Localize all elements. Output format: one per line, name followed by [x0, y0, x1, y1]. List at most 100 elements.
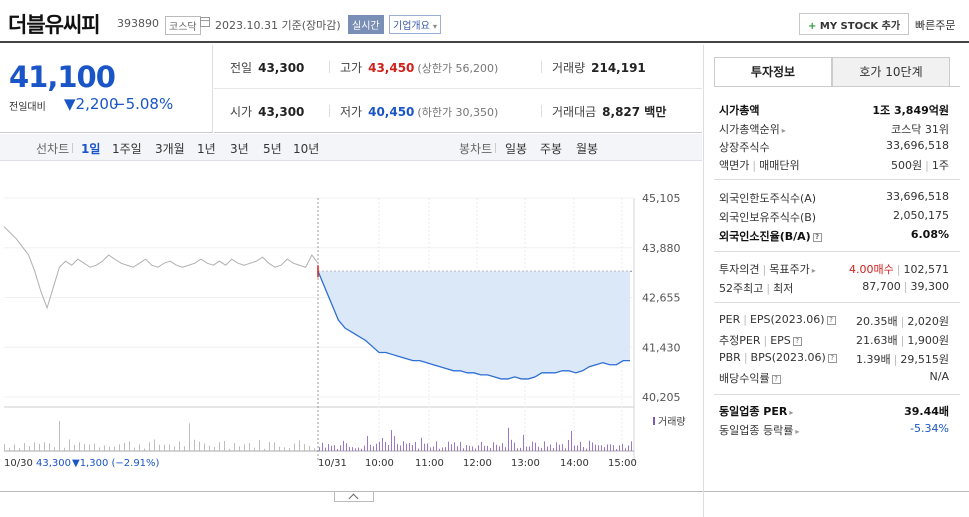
chevron-right-icon: ▸	[811, 266, 816, 275]
volume-bar	[199, 441, 200, 451]
calendar-icon	[200, 17, 210, 27]
help-icon[interactable]: ?	[827, 354, 837, 363]
company-overview-dropdown[interactable]: 기업개요 ▾	[389, 15, 442, 34]
est-eps-value: 1,900원	[907, 334, 949, 347]
volume-bar	[532, 441, 533, 451]
realtime-button[interactable]: 실시간	[348, 15, 384, 34]
volume-bar	[289, 448, 290, 451]
volume-bar	[523, 434, 524, 451]
volume-bar	[595, 444, 596, 451]
volume-bar	[430, 447, 431, 451]
tab-10y[interactable]: 10년	[293, 142, 320, 156]
prev-change-footer: ▼1,300 (−2.91%)	[72, 458, 160, 469]
volume-bar	[547, 446, 548, 451]
volume-value: 214,191	[591, 61, 646, 75]
volume-bar	[29, 446, 30, 451]
chevron-down-icon: ▾	[433, 22, 438, 31]
volume-bar	[229, 448, 230, 451]
volume-bar	[49, 443, 50, 451]
candle-chart-label: 봉차트	[459, 142, 493, 156]
dividend-row: 배당수익률? N/A	[719, 368, 949, 386]
volume-bar	[574, 445, 575, 451]
target-label: 목표주가	[769, 263, 810, 276]
industry-per-row[interactable]: 동일업종 PER ▸ 39.44배	[719, 401, 949, 419]
tab-monthly[interactable]: 월봉	[576, 142, 599, 156]
x-tick-label: 14:00	[560, 458, 589, 469]
stock-header: 더블유씨피 393890 코스닥 2023.10.31 기준(장마감) 실시간 …	[0, 0, 969, 43]
volume-bar	[607, 444, 608, 451]
y-tick-label: 41,430	[642, 341, 681, 354]
volume-bar	[139, 444, 140, 451]
volume-bar	[577, 445, 578, 451]
shares-label: 상장주식수	[719, 141, 770, 154]
collapse-toggle[interactable]	[334, 492, 374, 502]
volume-bar	[279, 446, 280, 451]
open-price: 시가 43,300	[230, 103, 304, 120]
industry-rate-label: 동일업종 등락률	[719, 424, 794, 437]
y-tick-label: 40,205	[642, 391, 681, 404]
volume-bar	[337, 448, 338, 451]
tab-1w[interactable]: 1주일	[112, 142, 142, 156]
volume-bar	[144, 448, 145, 451]
volume-bar	[406, 443, 407, 451]
tab-3m[interactable]: 3개월	[155, 142, 185, 156]
eps-value: 2,020원	[907, 315, 949, 328]
volume-bar	[69, 439, 70, 451]
tab-5y[interactable]: 5년	[263, 142, 282, 156]
bps-label: BPS(2023.06)	[750, 351, 826, 364]
est-eps-label: EPS	[770, 334, 791, 347]
industry-per-label: 동일업종 PER	[719, 405, 788, 418]
line-chart-label: 선차트	[36, 142, 70, 156]
per-label: PER	[719, 313, 741, 326]
tab-orderbook[interactable]: 호가 10단계	[832, 57, 950, 87]
tab-daily[interactable]: 일봉	[505, 142, 528, 156]
volume-bar	[284, 447, 285, 451]
help-icon[interactable]: ?	[826, 316, 836, 325]
help-icon[interactable]: ?	[792, 337, 802, 346]
volume-bar	[352, 447, 353, 451]
volume-bar	[559, 444, 560, 451]
volume-bar	[269, 441, 270, 451]
help-icon[interactable]: ?	[771, 375, 781, 384]
volume-bar	[373, 446, 374, 451]
volume-bar	[209, 445, 210, 451]
volume-bar	[239, 446, 240, 451]
open-value: 43,300	[258, 105, 305, 119]
stats-row: 전일 43,300 고가 43,450 (상한가 56,200) 거래량 214,191	[214, 45, 702, 89]
volume-bar	[625, 448, 626, 451]
volume-bar	[619, 445, 620, 451]
tab-1y[interactable]: 1년	[197, 142, 216, 156]
quick-order-link[interactable]: 빠른주문	[915, 19, 956, 32]
volume-bar	[556, 442, 557, 451]
high-label: 고가	[340, 61, 363, 75]
tab-1d[interactable]: 1일	[81, 142, 101, 156]
price-stats: 전일 43,300 고가 43,450 (상한가 56,200) 거래량 214,191…	[214, 45, 702, 133]
volume-bar	[334, 445, 335, 451]
my-stock-add-button[interactable]: + MY STOCK 추가	[799, 13, 910, 35]
divider	[541, 61, 542, 73]
divider	[714, 251, 960, 252]
rank-label: 시가총액순위	[719, 123, 780, 136]
target-value: 102,571	[903, 263, 950, 276]
volume-bar	[184, 446, 185, 451]
tab-3y[interactable]: 3년	[230, 142, 249, 156]
price-chart[interactable]: 45,105 43,880 42,655 41,430 40,205 10/30 10/31…	[0, 162, 702, 492]
tab-weekly[interactable]: 주봉	[540, 142, 563, 156]
base-date: 2023.10.31 기준(장마감)	[215, 19, 341, 32]
divider	[495, 143, 496, 153]
52w-row: 52주최고 | 최저 87,700 | 39,300	[719, 280, 949, 295]
foreign-limit-value: 33,696,518	[886, 190, 949, 203]
industry-rate-row[interactable]: 동일업종 등락률 ▸ -5.34%	[719, 420, 949, 438]
volume-bar	[249, 443, 250, 451]
volume-bar	[544, 441, 545, 451]
volume-bar	[604, 447, 605, 451]
help-icon[interactable]: ?	[812, 233, 822, 242]
shares-value: 33,696,518	[886, 139, 949, 152]
volume-bar	[505, 447, 506, 451]
volume-bar	[44, 442, 45, 451]
company-overview-label: 기업개요	[393, 21, 430, 32]
market-cap-rank-row[interactable]: 시가총액순위 ▸ 코스닥 31위	[719, 119, 949, 137]
volume-bar	[517, 448, 518, 451]
volume-bar	[376, 443, 377, 451]
tab-investment-info[interactable]: 투자정보	[714, 57, 832, 87]
